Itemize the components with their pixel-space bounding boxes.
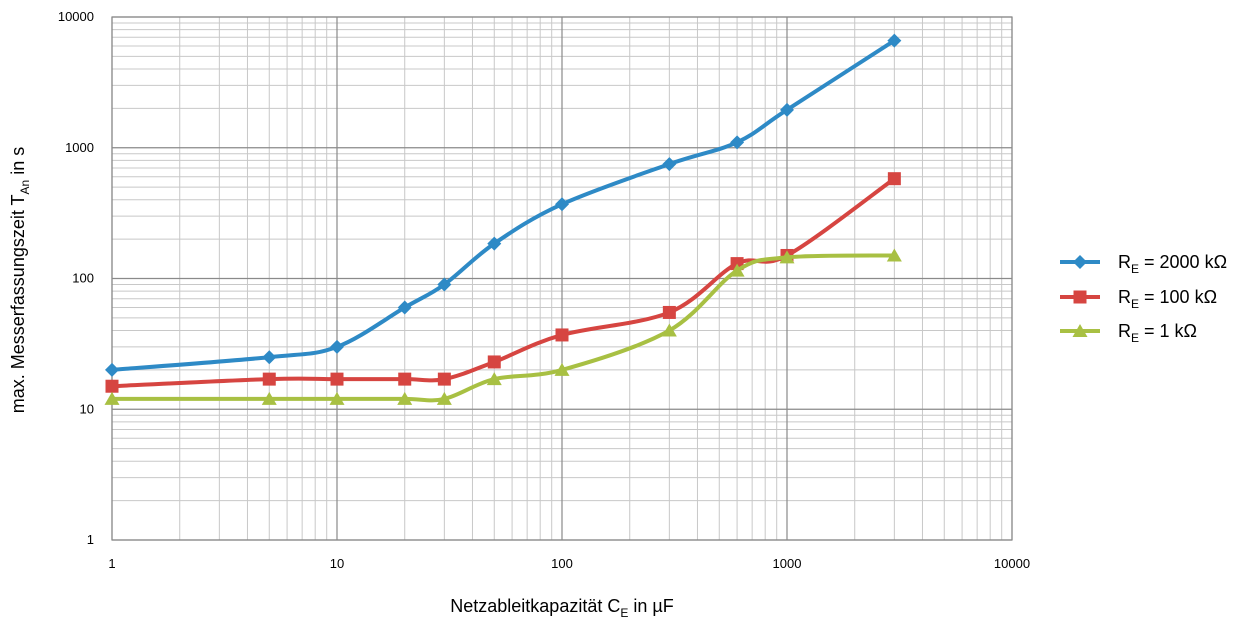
data-point: [397, 300, 412, 315]
legend-marker: [1073, 290, 1087, 304]
data-point: [779, 250, 795, 264]
data-point: [662, 305, 676, 319]
series-group: [104, 33, 902, 405]
y-tick-label: 10000: [58, 9, 94, 24]
series-3: [104, 248, 902, 405]
plot-border: [111, 16, 1013, 541]
data-point: [262, 372, 276, 386]
y-tick-label: 1: [87, 532, 94, 547]
data-point: [486, 372, 502, 386]
data-point: [105, 362, 119, 377]
y-tick-label: 10: [80, 401, 94, 416]
data-point: [729, 263, 745, 277]
y-tick-label: 100: [72, 271, 94, 286]
data-point: [330, 339, 344, 354]
x-tick-label: 10000: [994, 556, 1030, 571]
data-point: [262, 350, 277, 365]
data-point: [555, 328, 569, 342]
x-tick-label: 1: [108, 556, 115, 571]
data-point: [780, 102, 794, 117]
data-point: [104, 391, 120, 405]
data-point: [437, 277, 452, 292]
data-point: [662, 157, 677, 172]
data-point: [887, 172, 901, 186]
legend-label: RE = 1 kΩ: [1118, 321, 1197, 345]
legend-item: RE = 1 kΩ: [1060, 321, 1197, 345]
data-point: [437, 372, 451, 386]
legend-marker: [1072, 324, 1088, 337]
series-1: [105, 33, 902, 377]
data-point: [397, 391, 413, 405]
data-point: [487, 355, 501, 369]
data-point: [329, 391, 345, 405]
data-point: [487, 236, 502, 251]
data-point: [887, 33, 902, 48]
x-tick-label: 10: [330, 556, 344, 571]
grid: [111, 16, 1013, 541]
x-axis-title: Netzableitkapazität CE in µF: [450, 596, 674, 620]
x-tick-label: 1000: [773, 556, 802, 571]
data-point: [330, 372, 344, 386]
y-tick-label: 1000: [65, 140, 94, 155]
legend-item: RE = 100 kΩ: [1060, 287, 1217, 311]
data-point: [661, 323, 677, 337]
data-point: [105, 379, 119, 393]
data-point: [555, 197, 569, 212]
data-point: [436, 391, 452, 405]
legend-item: RE = 2000 kΩ: [1060, 252, 1227, 276]
data-point: [730, 135, 745, 150]
data-point: [886, 248, 902, 262]
legend-label: RE = 100 kΩ: [1118, 287, 1217, 311]
data-point: [261, 391, 277, 405]
legend-label: RE = 2000 kΩ: [1118, 252, 1227, 276]
legend: RE = 2000 kΩ RE = 100 kΩ RE = 1 kΩ: [1060, 252, 1227, 345]
legend-marker: [1073, 255, 1087, 269]
y-axis-title: max. Messerfassungszeit TAn in s: [8, 147, 32, 413]
data-point: [398, 372, 412, 386]
axes: 1 10 100 1000 10000 1 10 100 1000 10000: [58, 9, 1030, 571]
data-point: [554, 362, 570, 376]
x-tick-label: 100: [551, 556, 573, 571]
